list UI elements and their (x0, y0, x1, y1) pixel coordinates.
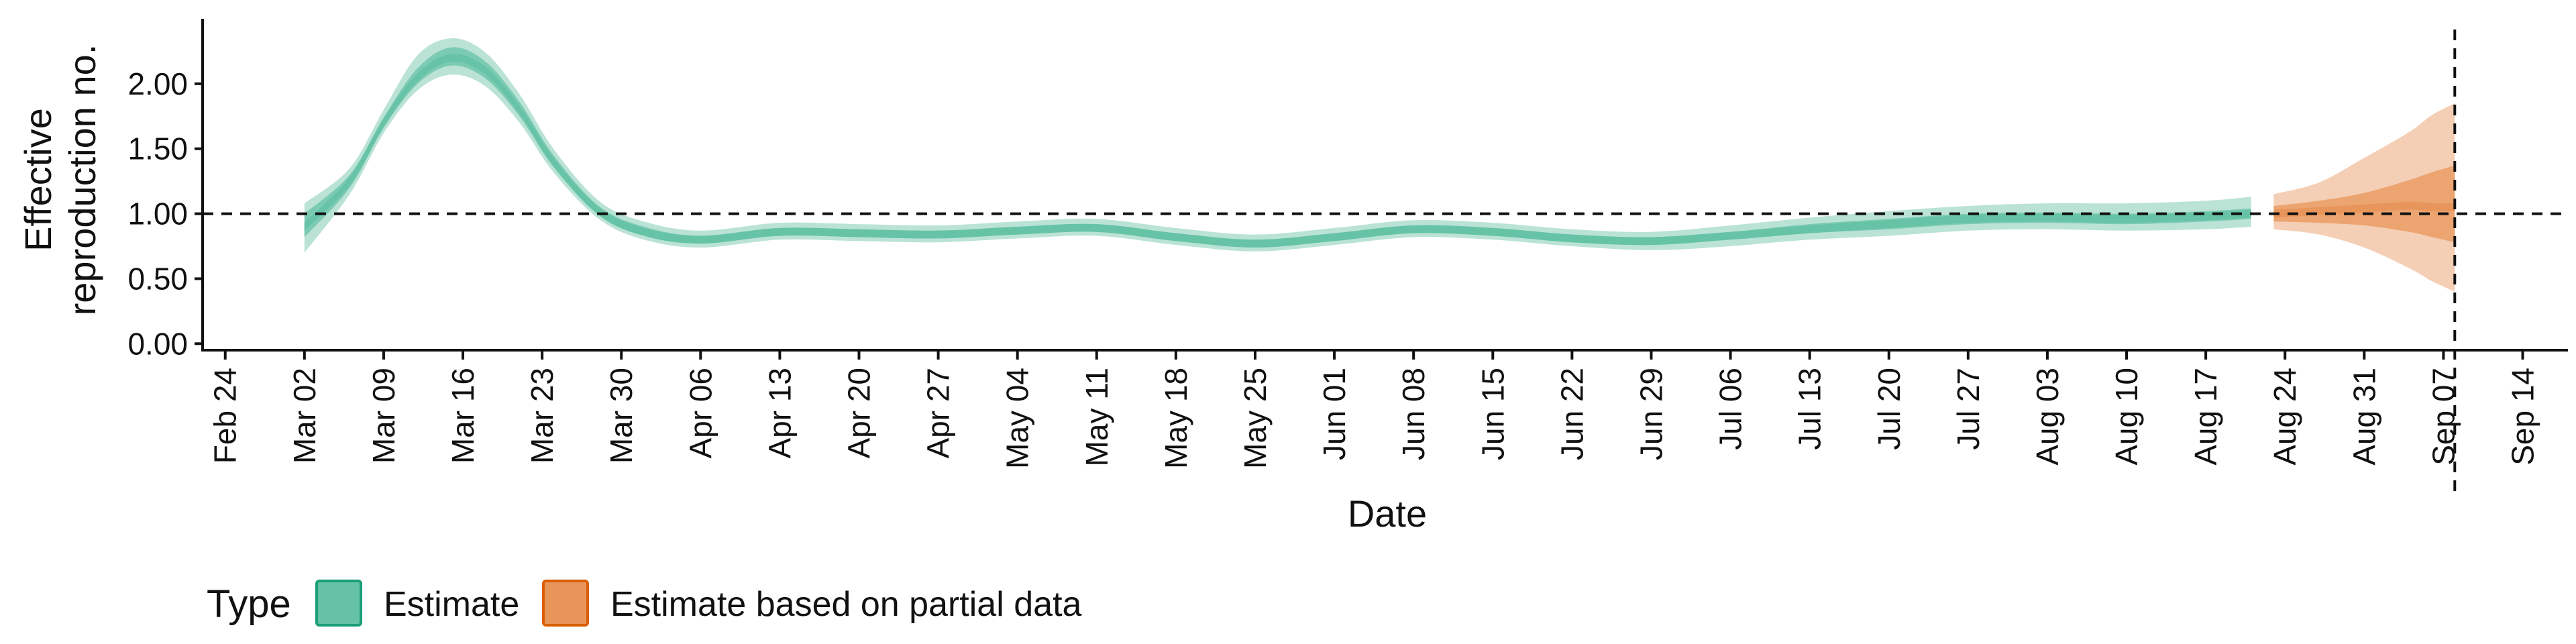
x-tick-label: Jul 20 (1872, 368, 1907, 450)
y-tick-label: 0.50 (127, 261, 188, 296)
median-partial (2273, 202, 2455, 218)
x-tick-label: Sep 14 (2506, 368, 2540, 466)
x-tick-label: Mar 30 (604, 368, 639, 464)
y-axis-title: Effective reproduction no. (17, 44, 103, 316)
x-tick-label: Mar 02 (287, 368, 322, 464)
y-tick-label: 0.00 (127, 326, 188, 361)
x-tick-label: Aug 31 (2347, 368, 2381, 466)
series-bands (304, 38, 2455, 292)
x-tick-label: May 18 (1159, 368, 1193, 469)
x-tick-label: Jun 22 (1554, 368, 1589, 460)
x-tick-label: May 04 (1000, 368, 1035, 469)
axes (201, 19, 2568, 352)
x-tick-label: Apr 13 (762, 368, 797, 459)
x-tick-label: May 11 (1079, 368, 1114, 466)
legend-swatch-estimate (315, 580, 362, 627)
x-tick-label: Apr 27 (921, 368, 956, 459)
y-axis-title-line-1: Effective (17, 108, 59, 252)
legend-title: Type (207, 582, 291, 626)
x-tick-label: Apr 20 (842, 368, 877, 459)
x-axis-title: Date (1348, 492, 1427, 535)
x-tick-label: Mar 16 (445, 368, 480, 464)
x-tick-label: Aug 03 (2030, 368, 2065, 466)
x-tick-label: Jul 13 (1792, 368, 1827, 450)
x-tick-label: Apr 06 (683, 368, 718, 459)
y-tick-label: 1.00 (127, 197, 188, 231)
x-tick-label: Mar 23 (525, 368, 559, 464)
legend-label-estimate: Estimate (384, 585, 519, 624)
x-tick-label: Feb 24 (208, 368, 243, 464)
median-estimate (304, 54, 2251, 248)
x-tick-label: Jun 01 (1317, 368, 1352, 460)
x-tick-label: Jun 29 (1634, 368, 1669, 460)
x-tick-label: Mar 09 (366, 368, 401, 464)
x-tick-label: May 25 (1238, 368, 1273, 469)
x-tick-label: Aug 24 (2267, 368, 2302, 466)
x-tick-label: Jul 06 (1713, 368, 1748, 450)
legend-label-partial: Estimate based on partial data (610, 585, 1082, 624)
legend: Type Estimate Estimate based on partial … (207, 580, 1082, 627)
legend-swatch-partial (542, 580, 589, 627)
x-tick-label: Aug 10 (2109, 368, 2144, 466)
x-tick-label: Aug 17 (2188, 368, 2223, 466)
y-axis-title-line-2: reproduction no. (61, 44, 103, 316)
x-tick-label: Jun 15 (1475, 368, 1510, 460)
y-tick-label: 1.50 (127, 131, 188, 166)
reference-lines (203, 30, 2568, 498)
x-tick-label: Jun 08 (1396, 368, 1431, 460)
y-axis-ticks: 0.00 0.50 1.00 1.50 2.00 (127, 66, 203, 361)
band-50-partial (2273, 165, 2455, 243)
x-tick-label: Jul 27 (1951, 368, 1986, 450)
y-tick-label: 2.00 (127, 66, 188, 101)
x-axis-ticks: Feb 24 Mar 02 Mar 09 Mar 16 Mar 23 Mar 30 Apr … (208, 350, 2540, 469)
